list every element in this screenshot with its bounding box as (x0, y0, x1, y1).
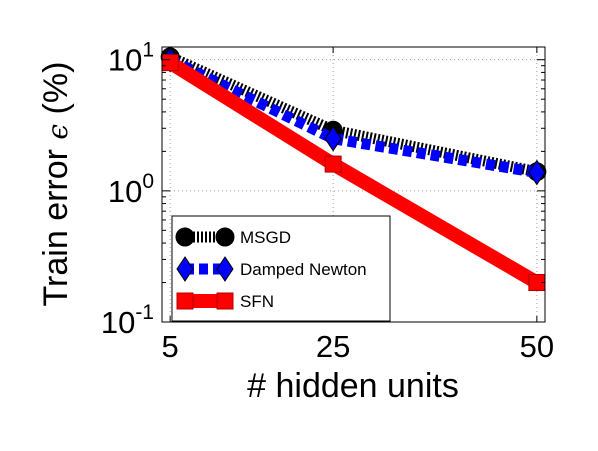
x-tick-label: 5 (162, 329, 179, 364)
data-point-damped-newton (324, 125, 342, 152)
data-point-damped-newton (528, 159, 546, 186)
legend: MSGD Damped Newton SFN (171, 215, 391, 322)
data-point-sfn (161, 54, 179, 72)
y-axis-label: Train error ϵ (%) (37, 62, 75, 307)
series-line-msgd (167, 51, 538, 178)
x-tick-label: 50 (520, 329, 554, 364)
x-axis-label: # hidden units (247, 367, 459, 405)
data-point-sfn (324, 155, 342, 173)
legend-marker (176, 292, 194, 310)
y-tick-label: 101 (108, 39, 154, 78)
y-tick-label: 100 (108, 170, 154, 209)
y-axis-label-text: Train error (37, 149, 75, 306)
x-tick-label: 25 (316, 329, 350, 364)
legend-marker (216, 256, 234, 282)
legend-marker (175, 227, 195, 247)
legend-marker (215, 227, 235, 247)
legend-label: SFN (240, 292, 274, 311)
legend-marker (216, 292, 234, 310)
legend-label: MSGD (240, 228, 291, 247)
plot-frame (161, 46, 546, 323)
legend-label: Damped Newton (240, 260, 367, 279)
y-axis-label-symbol: ϵ (41, 124, 74, 140)
y-tick-label: 10-1 (101, 301, 154, 340)
axis-ticks: 5 25 50 101 100 10-1 (101, 39, 554, 364)
legend-marker (176, 256, 194, 282)
y-axis-label-unit: (%) (37, 62, 75, 115)
series-line-damped-newton (167, 54, 538, 178)
series-layer (160, 46, 547, 292)
